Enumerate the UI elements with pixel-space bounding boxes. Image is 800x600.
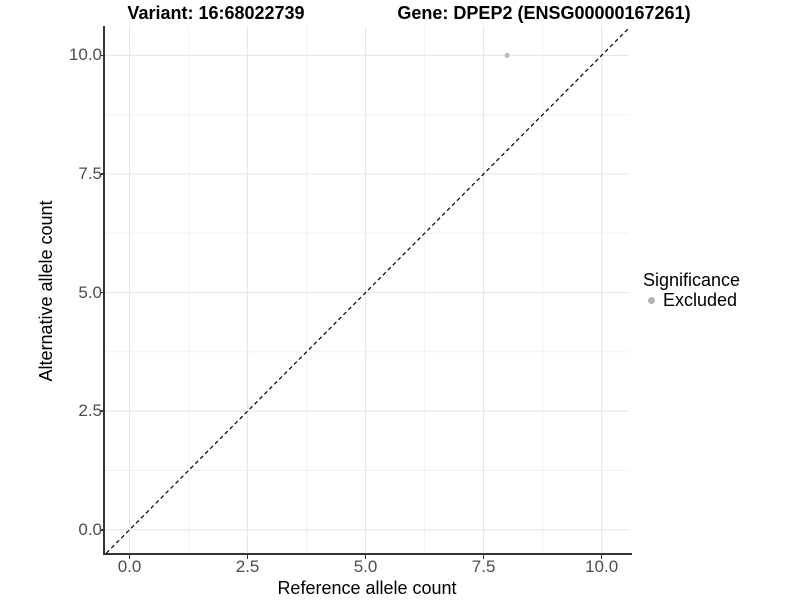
y-tick-label: 7.5: [78, 163, 102, 183]
y-tick-label: 5.0: [78, 282, 102, 302]
y-tick-mark: [100, 410, 104, 412]
y-tick-mark: [100, 54, 104, 57]
x-axis-title: Reference allele count: [277, 578, 457, 598]
legend-item-excluded: Excluded: [643, 291, 740, 310]
plot-title-gene: Gene: DPEP2 (ENSG00000167261): [397, 3, 691, 23]
plot-panel: [105, 26, 629, 553]
y-tick-label: 10.0: [68, 45, 102, 65]
x-tick-mark: [128, 555, 131, 559]
y-axis-title: Alternative allele count: [36, 200, 56, 382]
y-tick-label: 0.0: [78, 519, 102, 539]
x-axis-line: [103, 553, 632, 555]
x-tick-label: 2.5: [235, 557, 260, 576]
legend-title: Significance: [643, 270, 741, 290]
chart-canvas: [105, 26, 629, 553]
y-axis-line: [103, 26, 105, 555]
x-tick-label: 10.0: [585, 557, 619, 576]
x-tick-mark: [482, 555, 485, 559]
identity-line: [105, 27, 629, 553]
legend-item-label: Excluded: [663, 290, 738, 310]
x-tick-label: 5.0: [353, 557, 378, 576]
y-tick-mark: [100, 173, 104, 175]
y-tick-mark: [100, 529, 104, 531]
plot-title-variant: Variant: 16:68022739: [127, 3, 305, 23]
excluded-point-icon: [648, 297, 655, 304]
x-tick-mark: [364, 555, 367, 559]
legend: Significance Excluded: [643, 271, 740, 310]
x-tick-mark: [246, 555, 249, 559]
x-tick-label: 0.0: [117, 557, 142, 576]
x-tick-label: 7.5: [471, 557, 496, 576]
x-tick-mark: [600, 555, 603, 559]
data-point: [504, 52, 510, 59]
y-tick-label: 2.5: [78, 401, 102, 421]
y-tick-mark: [100, 291, 104, 294]
